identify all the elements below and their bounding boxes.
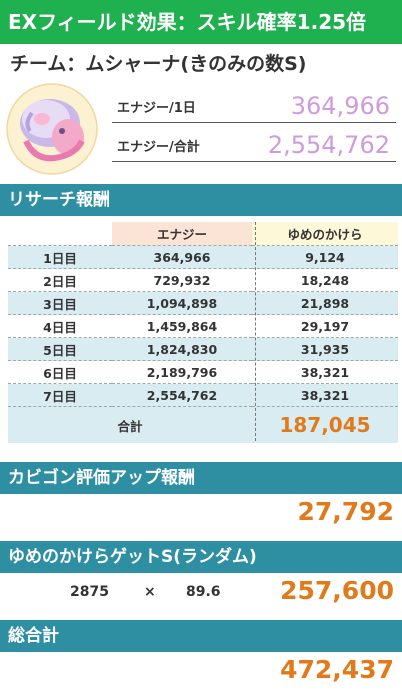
total-label: 合計 xyxy=(8,406,252,443)
times-sign: × xyxy=(144,584,156,600)
research-reward-header: リサーチ報酬 xyxy=(0,184,402,216)
dream-cell: 18,248 xyxy=(252,268,398,292)
energy-total-label: エナジー/合計 xyxy=(117,140,200,155)
column-divider xyxy=(255,222,256,441)
energy-total-row: エナジー/合計 2,554,762 xyxy=(112,125,396,162)
table-row: 7日目 2,554,762 38,321 xyxy=(8,383,398,407)
snorlax-reward-value: 27,792 xyxy=(297,497,394,526)
energy-cell: 729,932 xyxy=(112,268,252,292)
field-effect-banner: EXフィールド効果：スキル確率1.25倍 xyxy=(0,0,402,44)
table-row: 1日目 364,966 9,124 xyxy=(8,245,398,269)
dream-shard-get-value: 257,600 xyxy=(280,576,394,605)
grand-total-value: 472,437 xyxy=(280,655,394,684)
energy-cell: 1,824,830 xyxy=(112,337,252,361)
table-row: 2日目 729,932 18,248 xyxy=(8,268,398,292)
musharna-icon xyxy=(6,83,98,175)
dream-shard-multiplier: 89.6 xyxy=(186,584,221,600)
energy-cell: 2,189,796 xyxy=(112,360,252,384)
table-row: 5日目 1,824,830 31,935 xyxy=(8,337,398,361)
dream-cell: 29,197 xyxy=(252,314,398,338)
dream-cell: 21,898 xyxy=(252,291,398,315)
dream-cell: 31,935 xyxy=(252,337,398,361)
day-cell: 4日目 xyxy=(8,314,112,338)
research-reward-table: エナジー ゆめのかけら 1日目 364,966 9,124 2日目 729,93… xyxy=(8,222,398,443)
day-cell: 1日目 xyxy=(8,245,112,269)
table-row: 3日目 1,094,898 21,898 xyxy=(8,291,398,315)
day-cell: 2日目 xyxy=(8,268,112,292)
table-row: 4日目 1,459,864 29,197 xyxy=(8,314,398,338)
dream-cell: 38,321 xyxy=(252,383,398,407)
dream-shard-get-header: ゆめのかけらゲットS(ランダム) xyxy=(0,541,402,573)
header-blank xyxy=(8,222,112,246)
table-row: 6日目 2,189,796 38,321 xyxy=(8,360,398,384)
grand-total-header: 総合計 xyxy=(0,620,402,652)
energy-cell: 364,966 xyxy=(112,245,252,269)
day-cell: 3日目 xyxy=(8,291,112,315)
total-value: 187,045 xyxy=(279,413,371,437)
energy-total-value: 2,554,762 xyxy=(267,131,390,159)
dream-cell: 38,321 xyxy=(252,360,398,384)
energy-per-day-row: エナジー/1日 364,966 xyxy=(112,86,396,123)
energy-per-day-value: 364,966 xyxy=(290,92,390,120)
table-total-row: 合計 187,045 xyxy=(8,406,398,443)
header-energy: エナジー xyxy=(112,222,252,246)
musharna-image xyxy=(6,83,98,175)
day-cell: 5日目 xyxy=(8,337,112,361)
energy-cell: 2,554,762 xyxy=(112,383,252,407)
header-dream-shards: ゆめのかけら xyxy=(252,222,398,246)
team-title: チーム：ムシャーナ(きのみの数S) xyxy=(10,53,307,75)
dream-cell: 9,124 xyxy=(252,245,398,269)
snorlax-reward-header: カビゴン評価アップ報酬 xyxy=(0,462,402,494)
table-header-row: エナジー ゆめのかけら xyxy=(8,222,398,246)
total-value-cell: 187,045 xyxy=(252,406,398,443)
energy-cell: 1,459,864 xyxy=(112,314,252,338)
energy-cell: 1,094,898 xyxy=(112,291,252,315)
dream-shard-base: 2875 xyxy=(70,584,109,600)
day-cell: 7日目 xyxy=(8,383,112,407)
energy-per-day-label: エナジー/1日 xyxy=(117,101,196,116)
day-cell: 6日目 xyxy=(8,360,112,384)
